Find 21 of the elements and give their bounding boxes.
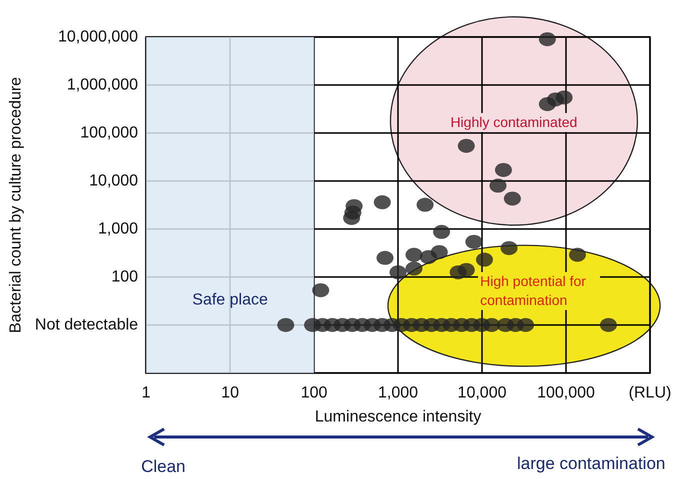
x-tick-label: 10,000 — [458, 384, 507, 402]
text: large contamination — [517, 454, 666, 474]
y-tick-label: 10,000,000 — [58, 28, 138, 46]
y-axis-title: Bacterial count by culture procedure — [8, 76, 24, 334]
y-tick-label: 10,000 — [89, 172, 138, 190]
x-tick-label: 1,000 — [378, 384, 418, 402]
y-tick-label: Not detectable — [34, 316, 138, 334]
y-tick-label: 1,000 — [98, 220, 138, 238]
y-tick-label: 100,000 — [80, 124, 138, 142]
x-tick-label: 10 — [221, 384, 240, 402]
y-tick-label: 1,000,000 — [66, 76, 138, 94]
x-tick-label: 100,000 — [537, 384, 596, 402]
band-label: Safe place — [192, 292, 268, 308]
x-axis-title: Luminescence intensity — [314, 408, 482, 426]
annotation: Highly contaminated — [448, 113, 580, 132]
annotation: High potential for contamination — [478, 272, 600, 310]
x-tick-label: 1 — [142, 384, 151, 402]
y-tick-label: 100 — [111, 268, 138, 286]
x-tick-label: 100 — [300, 384, 328, 402]
x-tick-label: (RLU) — [628, 384, 672, 402]
text: Clean — [141, 457, 186, 477]
